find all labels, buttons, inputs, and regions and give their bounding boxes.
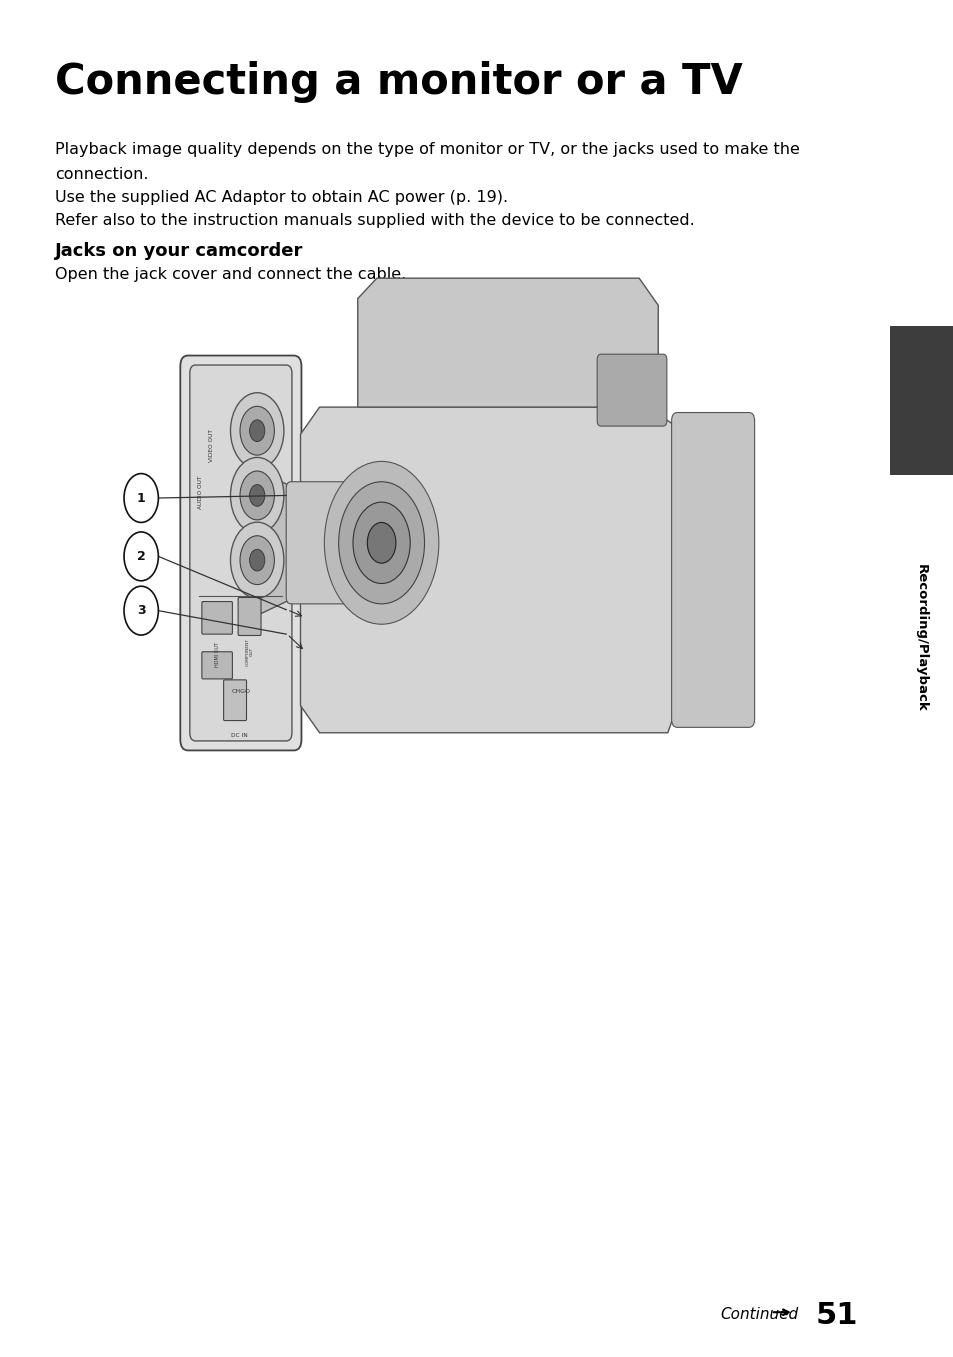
FancyBboxPatch shape: [671, 413, 754, 727]
Circle shape: [240, 406, 274, 455]
Circle shape: [367, 522, 395, 563]
FancyBboxPatch shape: [202, 651, 233, 678]
Text: Refer also to the instruction manuals supplied with the device to be connected.: Refer also to the instruction manuals su…: [55, 213, 695, 228]
FancyBboxPatch shape: [223, 680, 246, 721]
Circle shape: [240, 536, 274, 585]
Text: 1: 1: [136, 491, 146, 505]
Text: Open the jack cover and connect the cable.: Open the jack cover and connect the cabl…: [55, 267, 406, 282]
Circle shape: [124, 586, 158, 635]
Circle shape: [353, 502, 410, 584]
Circle shape: [324, 461, 438, 624]
Text: 2: 2: [136, 550, 146, 563]
Circle shape: [250, 484, 265, 506]
Circle shape: [231, 392, 284, 468]
FancyBboxPatch shape: [190, 365, 292, 741]
Text: Recording/Playback: Recording/Playback: [914, 565, 927, 711]
Text: Use the supplied AC Adaptor to obtain AC power (p. 19).: Use the supplied AC Adaptor to obtain AC…: [55, 190, 508, 205]
Text: VIDEO OUT: VIDEO OUT: [209, 429, 214, 461]
Polygon shape: [357, 278, 658, 407]
Text: Continued: Continued: [720, 1307, 798, 1322]
Text: Playback image quality depends on the type of monitor or TV, or the jacks used t: Playback image quality depends on the ty…: [55, 142, 800, 157]
Circle shape: [240, 471, 274, 520]
Circle shape: [124, 474, 158, 522]
Polygon shape: [253, 468, 310, 617]
Text: DC IN: DC IN: [231, 733, 247, 738]
Text: Connecting a monitor or a TV: Connecting a monitor or a TV: [55, 61, 742, 103]
Text: 51: 51: [815, 1301, 858, 1330]
Circle shape: [124, 532, 158, 581]
Circle shape: [250, 419, 265, 441]
Text: connection.: connection.: [55, 167, 149, 182]
Text: AUDIO OUT: AUDIO OUT: [197, 475, 202, 509]
Text: CHGO: CHGO: [232, 689, 250, 693]
Circle shape: [231, 522, 284, 598]
FancyBboxPatch shape: [286, 482, 391, 604]
Text: Jacks on your camcorder: Jacks on your camcorder: [55, 242, 303, 259]
Text: COMPONENT
OUT: COMPONENT OUT: [245, 638, 253, 666]
FancyBboxPatch shape: [238, 597, 261, 635]
Bar: [889, 326, 953, 475]
Polygon shape: [300, 407, 686, 733]
FancyBboxPatch shape: [202, 601, 233, 634]
Circle shape: [250, 550, 265, 571]
FancyBboxPatch shape: [597, 354, 666, 426]
Circle shape: [231, 457, 284, 533]
Text: 3: 3: [136, 604, 146, 617]
Text: HDMI OUT: HDMI OUT: [214, 642, 219, 666]
Circle shape: [338, 482, 424, 604]
FancyBboxPatch shape: [180, 356, 301, 750]
